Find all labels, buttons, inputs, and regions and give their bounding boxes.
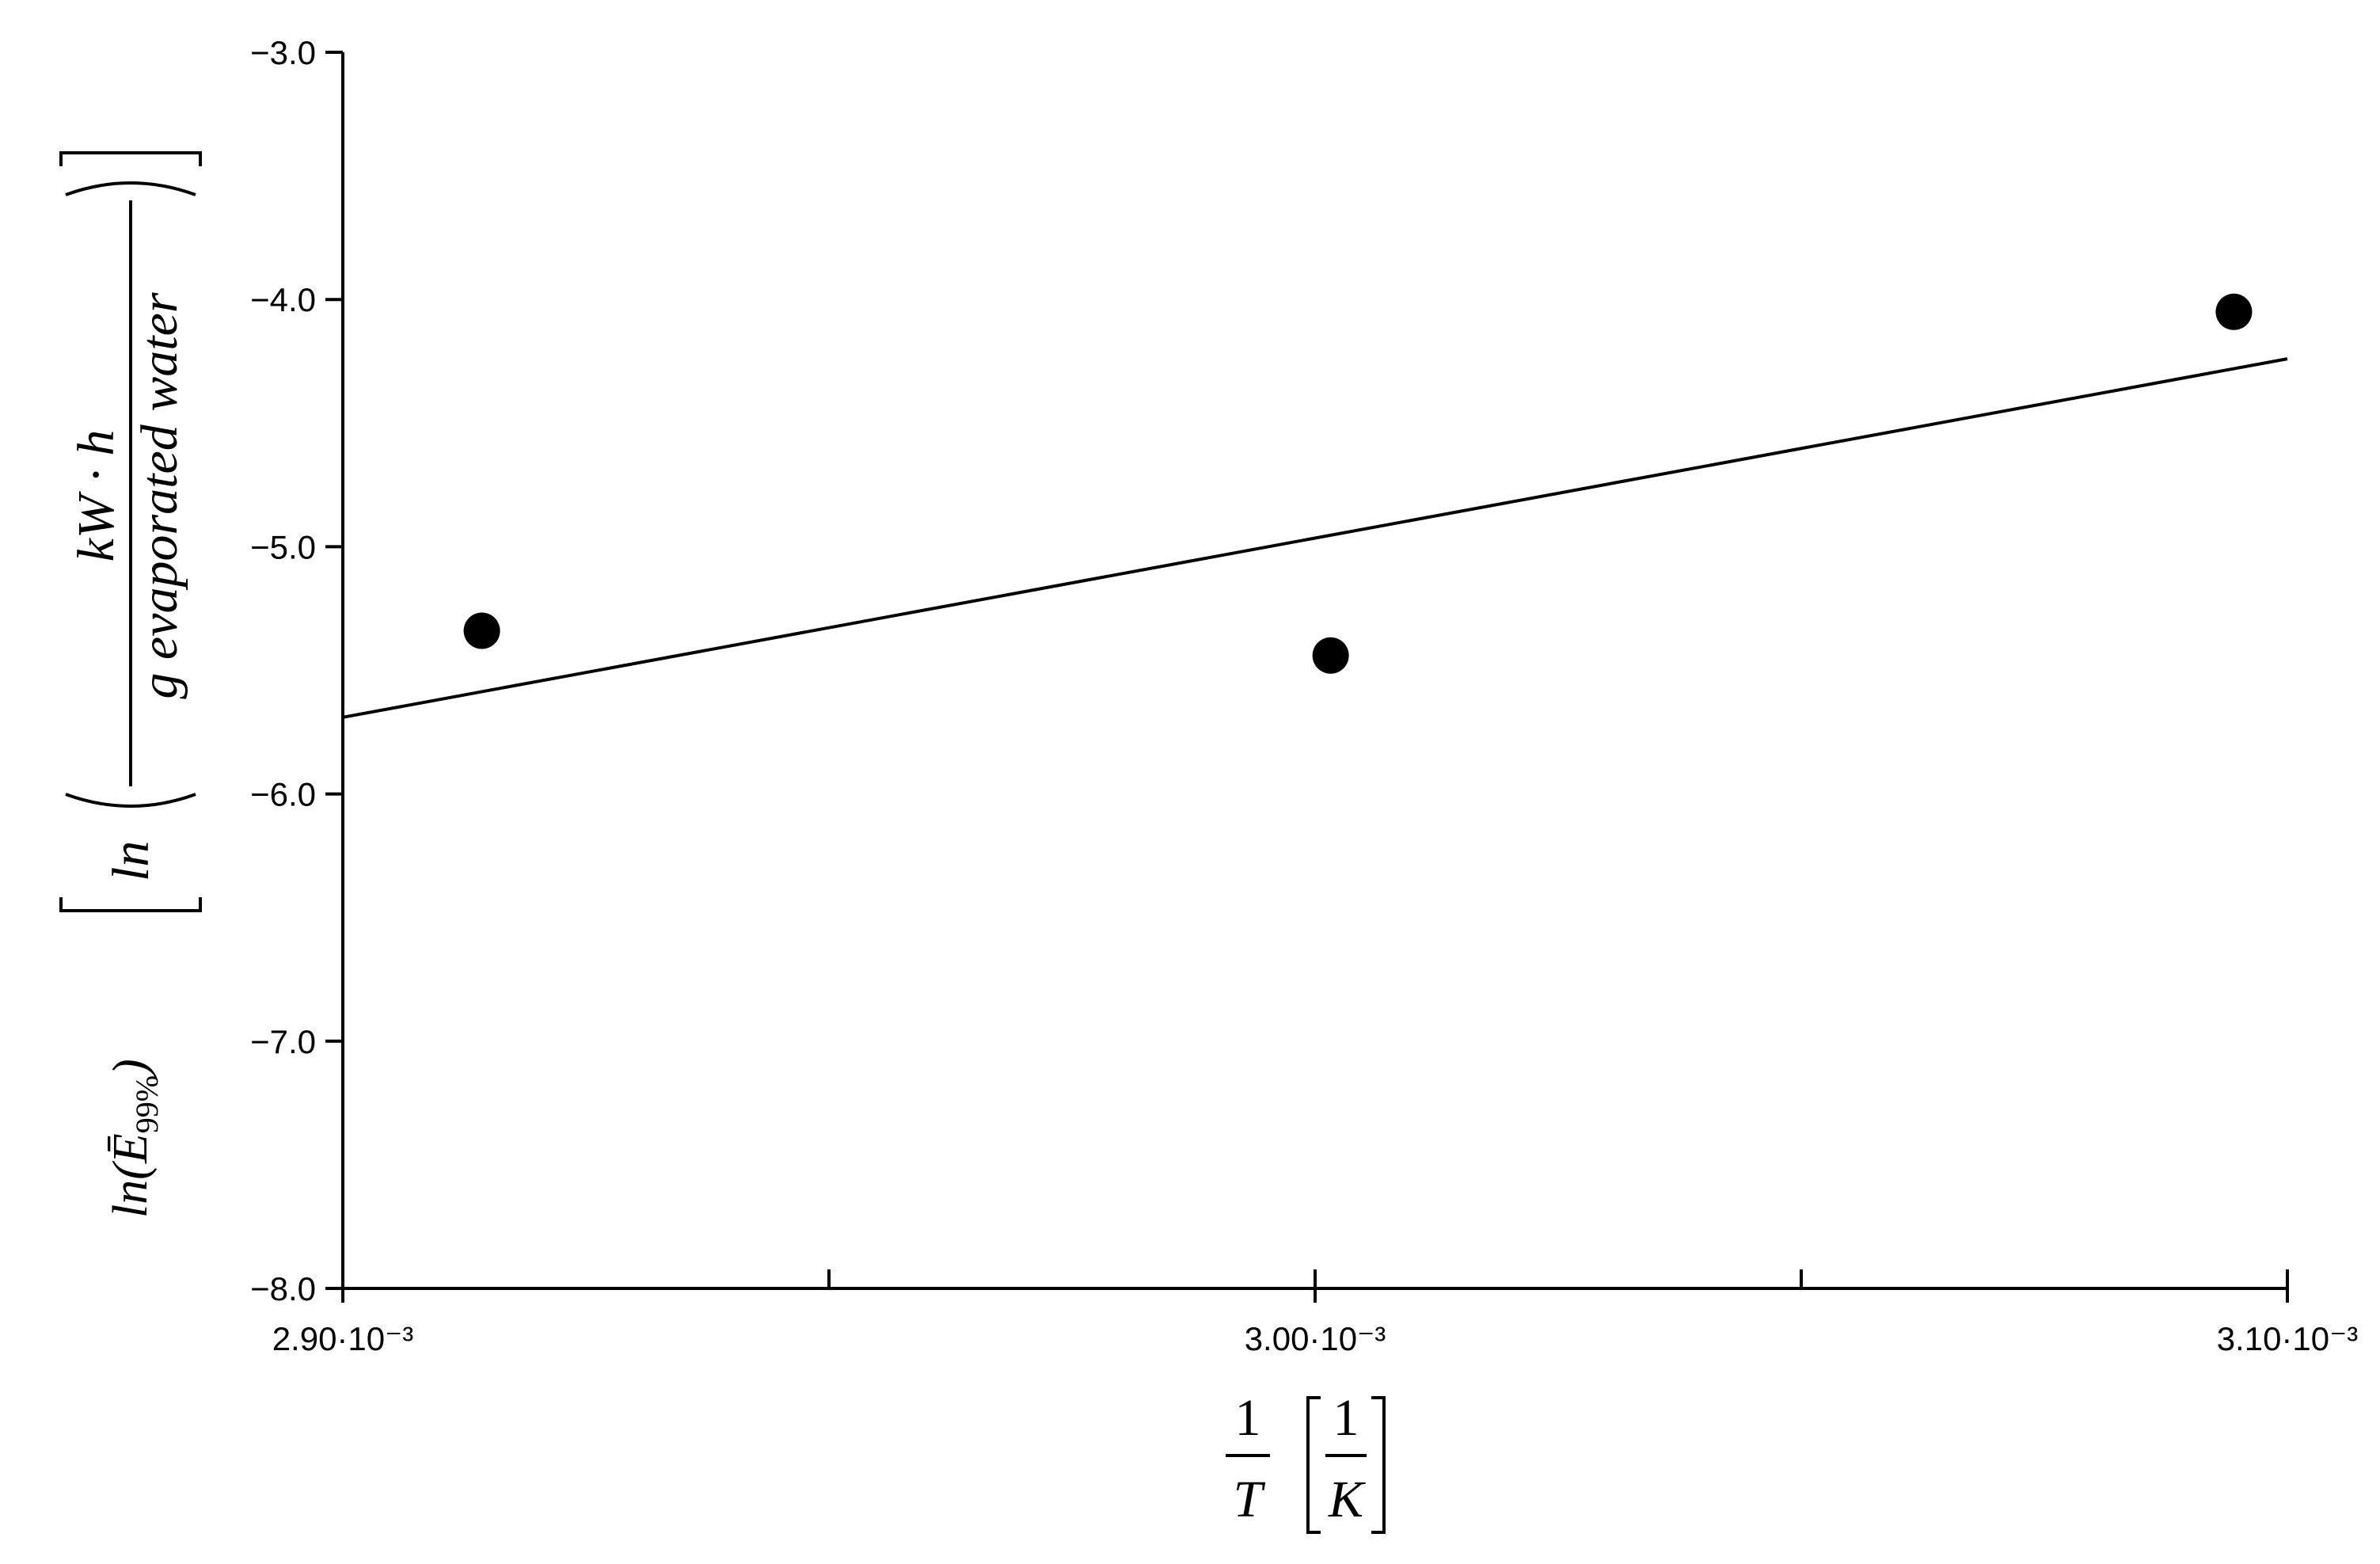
data-point bbox=[2215, 293, 2253, 330]
x-numerator: 1 bbox=[1235, 1389, 1261, 1447]
x-unit-denominator: K bbox=[1328, 1471, 1366, 1528]
y-axis-label: ln(Ē99%) ln kW · h g evaporated water bbox=[59, 151, 202, 1218]
y-tick-label: −7.0 bbox=[250, 1023, 316, 1060]
x-unit-numerator: 1 bbox=[1333, 1389, 1359, 1447]
bracket bbox=[1306, 1396, 1321, 1534]
paren bbox=[65, 181, 196, 196]
x-denominator: T bbox=[1234, 1471, 1266, 1528]
x-axis-label: 1 T 1 K bbox=[1226, 1389, 1386, 1534]
y-tick-label: −6.0 bbox=[250, 776, 316, 813]
x-tick-label: 3.10·10⁻³ bbox=[2217, 1320, 2359, 1357]
fit-line bbox=[342, 357, 2288, 719]
paren bbox=[65, 793, 196, 808]
y-unit-numerator: kW · h bbox=[67, 430, 125, 562]
bracket bbox=[59, 897, 202, 912]
y-quantity-main: ln(Ē bbox=[104, 1133, 158, 1218]
y-tick-label: −8.0 bbox=[250, 1270, 316, 1307]
x-tick-label: 3.00·10⁻³ bbox=[1245, 1320, 1386, 1357]
bracket bbox=[1371, 1396, 1386, 1534]
data-point bbox=[463, 612, 500, 649]
data-point bbox=[1312, 637, 1349, 674]
y-unit-fn: ln bbox=[102, 841, 160, 881]
bracket bbox=[59, 151, 202, 166]
y-tick-label: −4.0 bbox=[250, 281, 316, 318]
y-quantity-sub: 99% bbox=[129, 1075, 165, 1133]
y-unit-denominator: g evaporated water bbox=[131, 292, 188, 699]
y-tick-label: −3.0 bbox=[250, 34, 316, 71]
y-quantity: ln(Ē99%) bbox=[104, 1059, 165, 1218]
x-tick-label: 2.90·10⁻³ bbox=[272, 1320, 414, 1357]
y-quantity-close: ) bbox=[104, 1059, 158, 1078]
y-tick-label: −5.0 bbox=[250, 528, 316, 565]
